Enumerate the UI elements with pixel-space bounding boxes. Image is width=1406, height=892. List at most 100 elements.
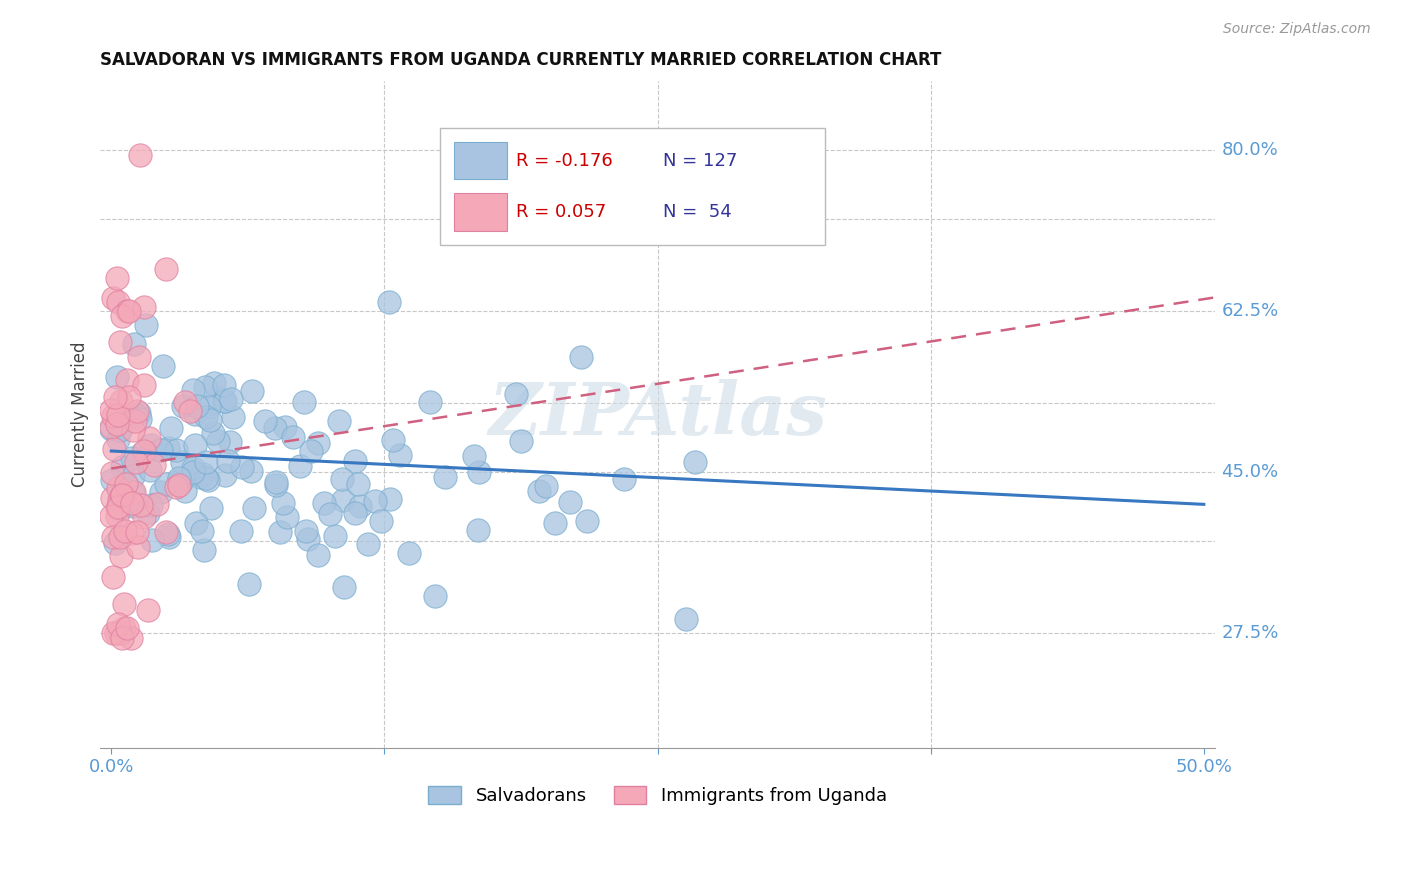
Text: SALVADORAN VS IMMIGRANTS FROM UGANDA CURRENTLY MARRIED CORRELATION CHART: SALVADORAN VS IMMIGRANTS FROM UGANDA CUR… bbox=[100, 51, 942, 69]
Point bbox=[231, 524, 253, 538]
Point bbox=[124, 414, 146, 428]
Point bbox=[101, 491, 124, 505]
Point bbox=[155, 477, 177, 491]
Point bbox=[307, 548, 329, 562]
Text: N = 127: N = 127 bbox=[664, 152, 738, 169]
Point bbox=[167, 474, 190, 488]
Point bbox=[132, 443, 155, 458]
Point bbox=[108, 423, 131, 437]
Point bbox=[330, 472, 353, 486]
Point bbox=[346, 476, 368, 491]
Point bbox=[105, 370, 128, 384]
Point bbox=[294, 524, 316, 539]
Point bbox=[240, 465, 263, 479]
Point bbox=[122, 336, 145, 351]
Point bbox=[356, 537, 378, 551]
Point bbox=[110, 393, 132, 408]
Point bbox=[100, 509, 122, 524]
Point bbox=[115, 373, 138, 387]
FancyBboxPatch shape bbox=[454, 142, 508, 179]
Point bbox=[122, 484, 145, 499]
Point bbox=[125, 525, 148, 540]
Point bbox=[169, 478, 191, 492]
Point bbox=[264, 421, 287, 435]
Point bbox=[100, 419, 122, 434]
Point bbox=[181, 460, 204, 475]
Point bbox=[271, 496, 294, 510]
Point bbox=[544, 516, 567, 530]
Point bbox=[675, 612, 697, 626]
Point bbox=[297, 533, 319, 547]
Text: 80.0%: 80.0% bbox=[1222, 141, 1278, 160]
Point bbox=[115, 475, 138, 490]
Point bbox=[333, 580, 356, 594]
Point bbox=[103, 442, 125, 456]
Point bbox=[378, 492, 401, 507]
Point bbox=[165, 480, 187, 494]
Point bbox=[104, 536, 127, 550]
Point bbox=[112, 622, 135, 636]
Point bbox=[149, 485, 172, 500]
Point bbox=[184, 408, 207, 422]
Point bbox=[110, 489, 132, 503]
Point bbox=[173, 483, 195, 498]
Point bbox=[509, 434, 531, 448]
Point bbox=[155, 262, 177, 277]
Legend: Salvadorans, Immigrants from Uganda: Salvadorans, Immigrants from Uganda bbox=[422, 779, 894, 813]
Point bbox=[276, 510, 298, 524]
Text: 62.5%: 62.5% bbox=[1222, 302, 1278, 320]
Point bbox=[463, 449, 485, 463]
Point bbox=[145, 497, 167, 511]
Text: 27.5%: 27.5% bbox=[1222, 624, 1278, 642]
Point bbox=[312, 496, 335, 510]
Point bbox=[121, 495, 143, 509]
Point bbox=[382, 433, 405, 447]
Point bbox=[170, 455, 193, 469]
Point bbox=[294, 395, 316, 409]
Text: R = -0.176: R = -0.176 bbox=[516, 152, 613, 169]
Point bbox=[202, 425, 225, 440]
Point bbox=[135, 318, 157, 332]
Point bbox=[558, 495, 581, 509]
Point bbox=[194, 380, 217, 394]
Point bbox=[238, 576, 260, 591]
Point bbox=[388, 448, 411, 462]
Text: N =  54: N = 54 bbox=[664, 203, 733, 221]
Point bbox=[467, 524, 489, 538]
Point bbox=[307, 436, 329, 450]
Point bbox=[423, 590, 446, 604]
Point bbox=[155, 525, 177, 540]
Point bbox=[108, 423, 131, 437]
Point bbox=[108, 530, 131, 544]
Point bbox=[110, 549, 132, 563]
Point bbox=[319, 508, 342, 522]
Point bbox=[114, 524, 136, 538]
Point bbox=[141, 498, 163, 512]
Point bbox=[613, 472, 636, 486]
Point bbox=[111, 631, 134, 645]
Point bbox=[160, 421, 183, 435]
Point bbox=[107, 500, 129, 514]
Point bbox=[576, 514, 599, 528]
Point bbox=[101, 531, 124, 545]
Point bbox=[124, 408, 146, 422]
Point bbox=[125, 455, 148, 469]
Point bbox=[200, 500, 222, 515]
Point bbox=[179, 404, 201, 418]
Point bbox=[121, 450, 143, 465]
Point bbox=[132, 378, 155, 392]
Point bbox=[136, 603, 159, 617]
Point bbox=[183, 438, 205, 452]
Text: R = 0.057: R = 0.057 bbox=[516, 203, 606, 221]
Point bbox=[128, 148, 150, 162]
Point bbox=[343, 454, 366, 468]
Point bbox=[138, 432, 160, 446]
Point bbox=[105, 501, 128, 516]
Point bbox=[103, 626, 125, 640]
Point bbox=[121, 526, 143, 541]
Point bbox=[186, 399, 208, 413]
Point bbox=[167, 471, 190, 485]
Point bbox=[107, 432, 129, 446]
Point bbox=[118, 304, 141, 318]
Point bbox=[156, 442, 179, 456]
